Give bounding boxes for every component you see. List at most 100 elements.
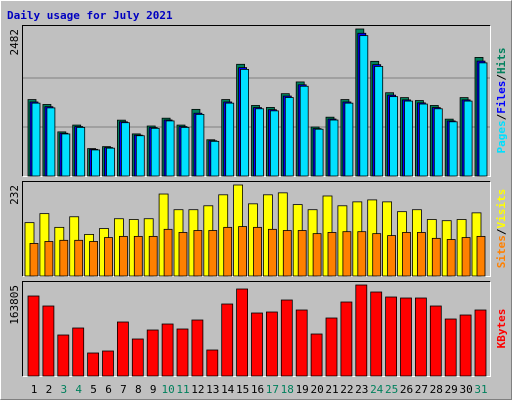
bar (135, 135, 145, 177)
plot-border-light (22, 281, 491, 377)
bar (191, 319, 204, 377)
legend-entry: Files (495, 81, 508, 114)
bar (416, 232, 426, 277)
bar (444, 318, 457, 377)
x-tick-label: 24 (370, 383, 384, 396)
bar (74, 239, 84, 277)
legend-entry: Pages (495, 120, 508, 153)
bar (429, 305, 442, 377)
bar (195, 114, 205, 177)
x-tick-label: 14 (221, 383, 235, 396)
legend: Sites/Visits (495, 189, 508, 269)
y-tick-label: 163805 (8, 285, 21, 325)
bar (463, 100, 473, 177)
x-tick-label: 1 (31, 383, 38, 396)
bar (27, 295, 40, 377)
x-tick-label: 29 (445, 383, 458, 396)
bar (31, 102, 41, 177)
legend-entry: Hits (495, 48, 508, 75)
plot-border-dark (22, 25, 491, 177)
bar (91, 149, 100, 177)
bar (297, 230, 307, 277)
x-tick-label: 12 (191, 383, 204, 396)
y-tick-label: 232 (8, 185, 21, 205)
bar (355, 284, 368, 377)
legend: Pages/Files/Hits (495, 48, 508, 154)
bar (299, 85, 309, 177)
bar (385, 296, 398, 377)
x-tick-label: 22 (340, 383, 353, 396)
bar (340, 301, 353, 377)
bar (150, 127, 160, 177)
bar (89, 241, 98, 277)
x-tick-label: 4 (75, 383, 82, 396)
x-tick-label: 30 (459, 383, 472, 396)
x-tick-label: 3 (60, 383, 67, 396)
x-tick-label: 10 (161, 383, 174, 396)
x-tick-label: 27 (415, 383, 428, 396)
x-tick-label: 8 (135, 383, 142, 396)
bar (251, 312, 263, 377)
plot-border-dark (22, 181, 491, 277)
bar (431, 237, 441, 277)
bar (180, 127, 190, 177)
bar (210, 140, 220, 177)
bar (400, 297, 412, 377)
bar (374, 66, 384, 177)
bar (325, 317, 338, 377)
x-tick-label: 26 (400, 383, 413, 396)
bar (46, 107, 56, 177)
bar (163, 228, 173, 277)
plot-border-light (22, 181, 491, 277)
bar (206, 349, 219, 377)
bar (193, 230, 203, 277)
bar (44, 241, 54, 277)
bar (459, 314, 472, 377)
bar (418, 103, 428, 177)
x-tick-label: 15 (236, 383, 249, 396)
bar (357, 231, 367, 277)
bar (370, 291, 383, 377)
bar (402, 232, 411, 277)
bar (253, 226, 262, 277)
legend-entry: KBytes (495, 309, 508, 349)
bar (223, 226, 233, 277)
bar (161, 323, 174, 377)
legend-entry: Visits (495, 189, 508, 229)
x-tick-label: 17 (266, 383, 279, 396)
legend-entry: Sites (495, 235, 508, 268)
bar (329, 119, 339, 177)
bar (255, 108, 264, 177)
bar (476, 235, 486, 277)
bar (446, 239, 456, 277)
x-tick-label: 20 (310, 383, 323, 396)
bar (87, 352, 99, 377)
x-tick-label: 28 (430, 383, 443, 396)
bar (29, 243, 39, 277)
bar (295, 309, 308, 377)
y-tick-label: 2482 (8, 29, 21, 56)
bar (265, 311, 278, 377)
x-tick-label: 16 (251, 383, 264, 396)
bar (165, 120, 175, 177)
plot-border-dark (22, 281, 491, 377)
bar (474, 309, 487, 377)
bar (310, 333, 323, 377)
bar (344, 102, 354, 177)
bar (176, 328, 189, 377)
legend: KBytes (495, 309, 508, 349)
x-tick-label: 2 (46, 383, 53, 396)
x-tick-label: 18 (281, 383, 294, 396)
x-tick-label: 5 (90, 383, 97, 396)
bar (148, 235, 158, 277)
bar (280, 299, 293, 377)
bar (59, 239, 69, 277)
bar (102, 350, 114, 377)
legend-separator: / (495, 113, 508, 120)
bar (42, 305, 55, 377)
bar (404, 100, 413, 177)
x-tick-label: 25 (385, 383, 398, 396)
bar (117, 321, 129, 377)
plot-border-light (22, 25, 491, 177)
